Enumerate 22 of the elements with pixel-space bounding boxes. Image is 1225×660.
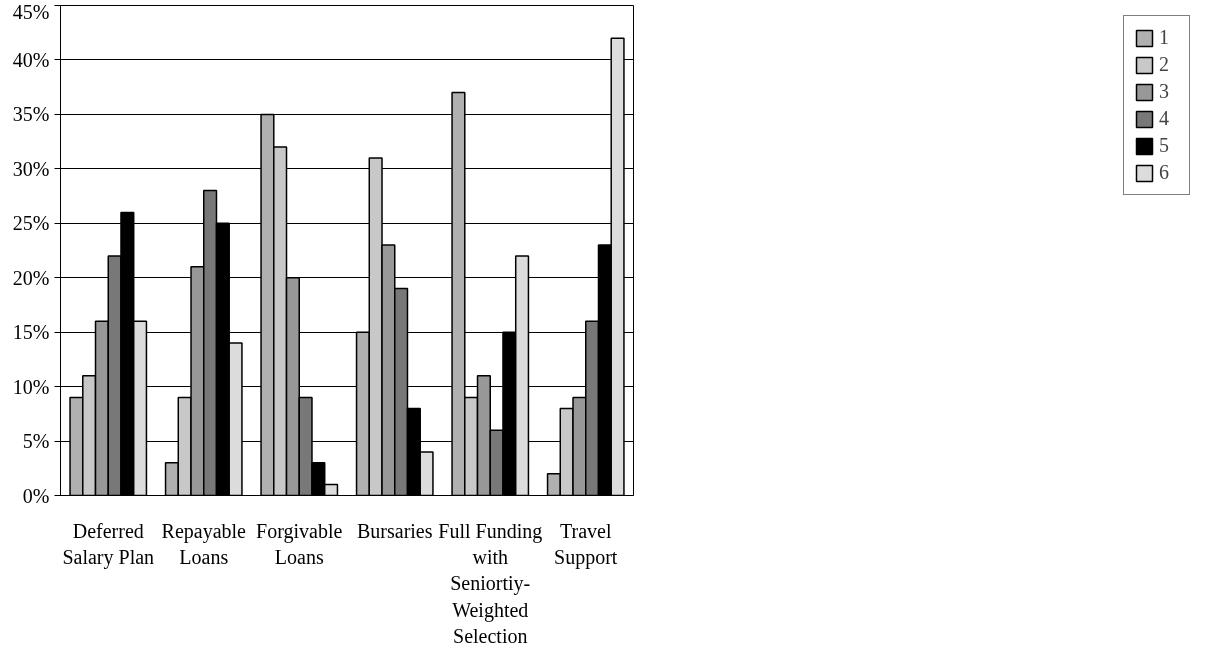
y-tick-label: 20% <box>12 266 50 289</box>
x-tick-label: Deferred Salary Plan <box>62 519 155 569</box>
y-tick-label: 15% <box>12 321 50 344</box>
y-tick-label: 10% <box>12 375 50 398</box>
x-tick-label: Repayable Loans <box>161 519 247 568</box>
y-tick-label: 5% <box>22 430 50 453</box>
y-tick-label: 45% <box>12 0 50 23</box>
y-tick-label: 30% <box>12 157 50 180</box>
y-tick-label: 40% <box>12 48 50 71</box>
x-tick-label: Bursaries <box>356 519 433 542</box>
legend-label: 4 <box>1159 107 1170 130</box>
x-tick-label: Forgivable Loans <box>256 519 343 568</box>
legend-label: 5 <box>1159 134 1170 157</box>
x-tick-label: Full Funding with Seniortiy-Weighted Selection <box>438 519 543 648</box>
y-tick-label: 35% <box>12 103 50 126</box>
y-tick-label: 25% <box>12 212 50 235</box>
legend-label: 1 <box>1159 26 1170 49</box>
y-tick-label: 0% <box>22 484 50 507</box>
legend-label: 3 <box>1159 80 1170 103</box>
legend-label: 2 <box>1159 53 1170 76</box>
legend-label: 6 <box>1159 161 1170 184</box>
x-tick-label: Travel Support <box>554 519 618 569</box>
